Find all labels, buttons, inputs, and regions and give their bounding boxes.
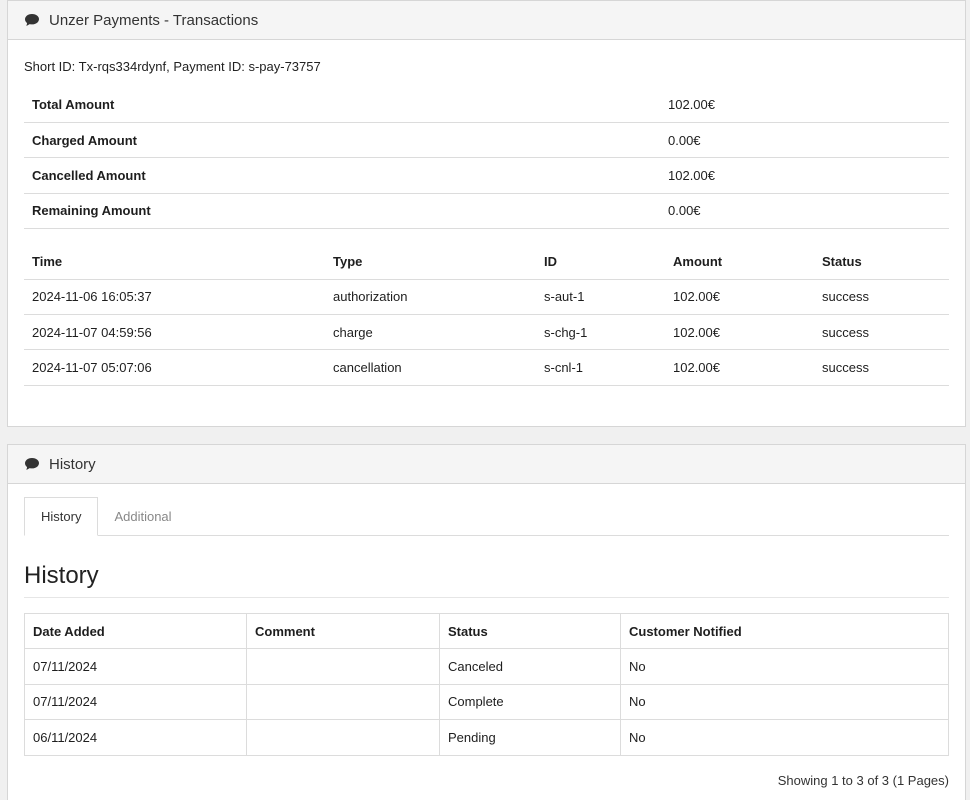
short-id-line: Short ID: Tx-rqs334rdynf, Payment ID: s-… xyxy=(24,59,321,74)
tx-id: s-aut-1 xyxy=(536,279,665,315)
tx-amount: 102.00€ xyxy=(665,279,814,315)
history-status: Canceled xyxy=(439,648,621,685)
pagination-info: Showing 1 to 3 of 3 (1 Pages) xyxy=(777,772,949,788)
summary-value: 102.00€ xyxy=(660,87,949,123)
table-row: Cancelled Amount 102.00€ xyxy=(24,157,949,194)
summary-value: 102.00€ xyxy=(660,157,949,194)
comment-icon xyxy=(24,457,40,471)
table-row: 2024-11-07 05:07:06 cancellation s-cnl-1… xyxy=(24,349,949,386)
table-row: 06/11/2024 Pending No xyxy=(24,719,949,756)
transactions-panel-title: Unzer Payments - Transactions xyxy=(49,11,259,29)
history-notified: No xyxy=(620,648,949,685)
transactions-table: Time Type ID Amount Status 2024-11-06 16… xyxy=(24,244,949,386)
history-panel-title: History xyxy=(49,455,96,473)
history-panel: History History Additional History Date … xyxy=(7,444,966,800)
history-tabs: History Additional xyxy=(24,497,949,536)
history-date: 07/11/2024 xyxy=(24,683,247,721)
table-row: 07/11/2024 Complete No xyxy=(24,683,949,721)
table-row: Total Amount 102.00€ xyxy=(24,87,949,123)
tab-additional[interactable]: Additional xyxy=(114,508,172,524)
table-row: 2024-11-07 04:59:56 charge s-chg-1 102.0… xyxy=(24,314,949,351)
history-comment xyxy=(246,648,440,685)
summary-label: Total Amount xyxy=(24,87,660,123)
tx-type: authorization xyxy=(325,279,536,315)
tx-time: 2024-11-07 05:07:06 xyxy=(24,349,325,386)
table-header-row: Date Added Comment Status Customer Notif… xyxy=(24,612,949,650)
history-notified: No xyxy=(620,683,949,721)
table-row: Charged Amount 0.00€ xyxy=(24,122,949,159)
column-header-time: Time xyxy=(24,244,325,280)
transactions-panel-heading: Unzer Payments - Transactions xyxy=(8,1,965,40)
summary-label: Charged Amount xyxy=(24,122,660,159)
table-row: 2024-11-06 16:05:37 authorization s-aut-… xyxy=(24,279,949,315)
column-header-status: Status xyxy=(814,244,949,280)
column-header-amount: Amount xyxy=(665,244,814,280)
table-header-row: Time Type ID Amount Status xyxy=(24,244,949,280)
tx-id: s-cnl-1 xyxy=(536,349,665,386)
tab-history[interactable]: History xyxy=(24,497,99,536)
history-notified: No xyxy=(620,719,949,756)
history-status: Complete xyxy=(439,683,621,721)
tx-status: success xyxy=(814,349,949,386)
table-row: Remaining Amount 0.00€ xyxy=(24,193,949,230)
tx-time: 2024-11-07 04:59:56 xyxy=(24,314,325,351)
history-comment xyxy=(246,683,440,721)
summary-value: 0.00€ xyxy=(660,122,949,159)
history-date: 06/11/2024 xyxy=(24,719,247,756)
tx-amount: 102.00€ xyxy=(665,314,814,351)
history-section-title: History xyxy=(24,536,949,598)
summary-label: Cancelled Amount xyxy=(24,157,660,194)
column-header-date-added: Date Added xyxy=(24,612,247,650)
column-header-comment: Comment xyxy=(246,612,440,650)
summary-value: 0.00€ xyxy=(660,193,949,230)
summary-label: Remaining Amount xyxy=(24,193,660,230)
column-header-status: Status xyxy=(439,612,621,650)
tx-id: s-chg-1 xyxy=(536,314,665,351)
history-comment xyxy=(246,719,440,756)
table-row: 07/11/2024 Canceled No xyxy=(24,648,949,685)
tx-time: 2024-11-06 16:05:37 xyxy=(24,279,325,315)
column-header-type: Type xyxy=(325,244,536,280)
amount-summary-table: Total Amount 102.00€ Charged Amount 0.00… xyxy=(24,87,949,230)
history-status: Pending xyxy=(439,719,621,756)
transactions-panel: Unzer Payments - Transactions Short ID: … xyxy=(7,0,966,427)
tx-type: charge xyxy=(325,314,536,351)
history-table: Date Added Comment Status Customer Notif… xyxy=(24,612,949,756)
tx-type: cancellation xyxy=(325,349,536,386)
tx-status: success xyxy=(814,314,949,351)
history-panel-heading: History xyxy=(8,445,965,484)
tx-status: success xyxy=(814,279,949,315)
column-header-customer-notified: Customer Notified xyxy=(620,612,949,650)
tx-amount: 102.00€ xyxy=(665,349,814,386)
comment-icon xyxy=(24,13,40,27)
history-date: 07/11/2024 xyxy=(24,648,247,685)
column-header-id: ID xyxy=(536,244,665,280)
